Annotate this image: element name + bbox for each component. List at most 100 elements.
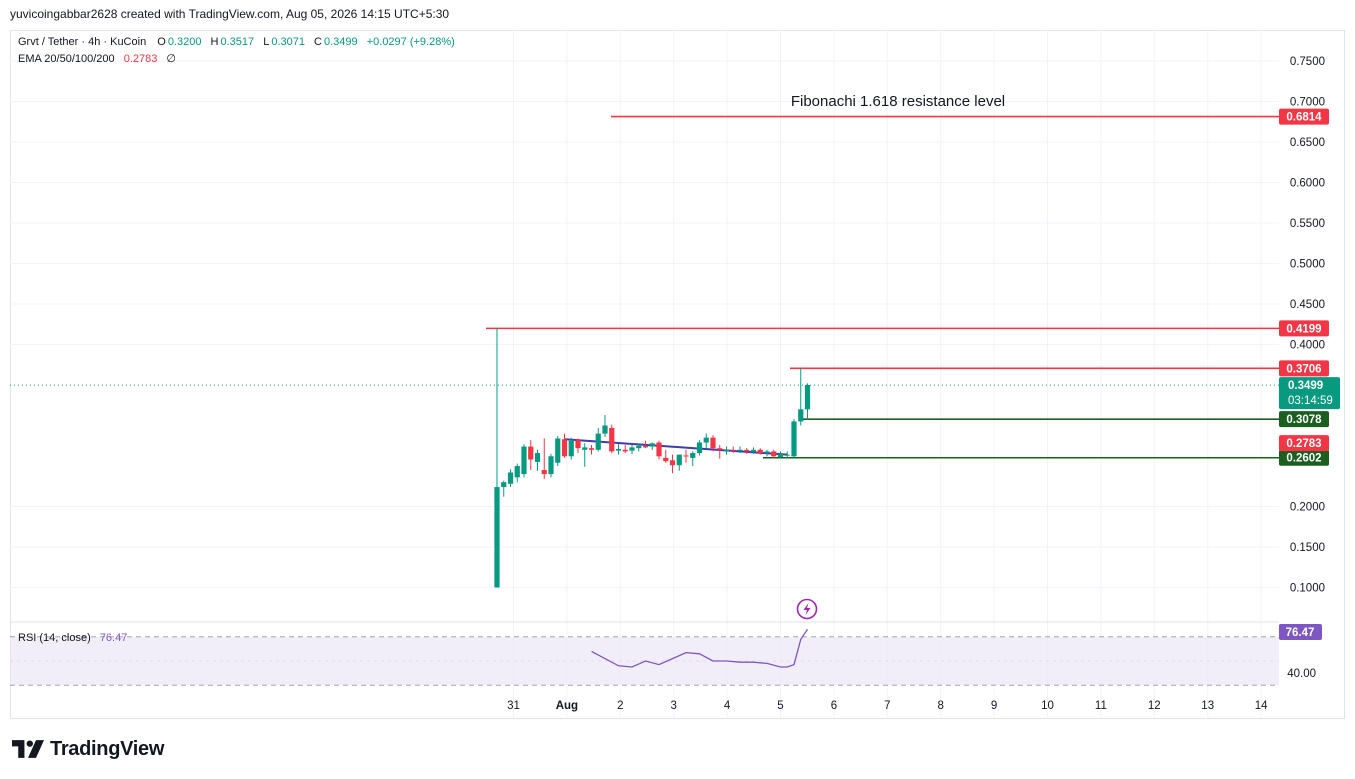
symbol-name[interactable]: Grvt / Tether · 4h · KuCoin	[18, 36, 147, 48]
close-label: C	[314, 36, 322, 48]
lightning-icon[interactable]	[796, 598, 818, 620]
candle-body	[771, 451, 777, 457]
price-tag-resistance-0.3706-bg	[1279, 360, 1329, 377]
price-tag-support-0.3078[interactable]: 0.3078	[1279, 411, 1329, 428]
price-tag-support-0.2602-bg	[1279, 449, 1329, 466]
candle-body	[636, 445, 642, 449]
price-tag-ema[interactable]: 0.2783	[1279, 435, 1329, 452]
candle	[521, 444, 527, 478]
price-tag-resistance-0.4199-text: 0.4199	[1286, 323, 1321, 335]
candle-body	[575, 440, 581, 449]
ema-extra: ∅	[166, 53, 177, 65]
time-tick-label: Aug	[556, 700, 578, 712]
candle-body	[683, 455, 689, 457]
time-tick-label: 7	[884, 700, 890, 712]
candle-body	[622, 449, 628, 452]
candle-body	[737, 449, 743, 451]
time-tick-label: 2	[617, 700, 623, 712]
price-tag-resistance-0.4199-bg	[1279, 320, 1329, 337]
candle	[696, 440, 703, 456]
price-tag-fib-1618-bg	[1279, 108, 1329, 125]
candle	[804, 383, 811, 420]
candle	[737, 446, 743, 454]
candle	[541, 438, 547, 479]
ema-legend[interactable]: EMA 20/50/100/200 0.2783 ∅	[18, 52, 178, 65]
candle-body	[615, 448, 622, 451]
candle	[602, 414, 608, 437]
candle	[690, 451, 696, 466]
time-tick-label: 9	[991, 700, 997, 712]
candle-body	[588, 448, 595, 450]
candle	[730, 446, 736, 454]
ema-label: EMA 20/50/100/200	[18, 53, 115, 65]
countdown-text: 03:14:59	[1288, 395, 1333, 407]
candle-body	[791, 421, 797, 457]
candle-body	[669, 460, 676, 466]
price-tag-fib-1618-text: 0.6814	[1286, 112, 1322, 124]
level-lines	[486, 115, 1279, 459]
low-label: L	[263, 36, 270, 48]
candle-body	[514, 466, 520, 478]
candle-body	[744, 449, 750, 452]
candle	[676, 454, 682, 471]
ema-value: 0.2783	[123, 53, 158, 65]
candle-body	[548, 456, 554, 475]
price-tag-last[interactable]: 0.3499 03:14:59	[1279, 377, 1340, 410]
price-tick-label: 0.1500	[1290, 542, 1325, 554]
rsi-line	[591, 628, 809, 668]
candle-body	[561, 439, 568, 457]
time-tick-label: 31	[507, 700, 520, 712]
candle	[703, 433, 709, 449]
tradingview-logo[interactable]: TradingView	[12, 737, 164, 761]
price-tick-label: 0.4500	[1290, 299, 1325, 311]
price-tag-support-0.2602[interactable]: 0.2602	[1279, 449, 1329, 466]
candle-body	[609, 427, 615, 452]
candle-body	[690, 453, 696, 458]
tradingview-logo-icon	[12, 740, 44, 758]
price-tag-resistance-0.4199[interactable]: 0.4199	[1279, 320, 1329, 337]
low-value: 0.3071	[271, 36, 305, 48]
candle-body	[534, 453, 541, 462]
candle-body	[507, 472, 514, 484]
candle	[798, 367, 804, 426]
rsi-tick-label: 40.00	[1287, 668, 1316, 680]
candle-body	[582, 447, 588, 450]
candle	[656, 440, 662, 460]
price-tag-ema-text: 0.2783	[1286, 438, 1321, 450]
candle-body	[501, 482, 507, 488]
candle	[771, 449, 777, 458]
candle	[744, 448, 750, 454]
candle-body	[602, 425, 608, 434]
candle-body	[494, 487, 500, 588]
candle-body	[710, 437, 716, 449]
candles	[494, 328, 811, 588]
rsi-value-tag[interactable]: 76.47	[1279, 624, 1322, 640]
candle-body	[663, 457, 669, 462]
candle	[683, 449, 689, 463]
candle-body	[629, 447, 635, 451]
price-tag-resistance-0.3706[interactable]: 0.3706	[1279, 360, 1329, 377]
candle	[669, 454, 676, 474]
candle	[757, 448, 763, 455]
candle	[791, 419, 797, 458]
candle-body	[696, 442, 703, 454]
candle	[514, 463, 520, 483]
price-axis: 0.7500 0.7000 0.6500 0.6000 0.5500 0.5000 0.45…	[1290, 56, 1325, 595]
candle	[784, 451, 790, 458]
time-tick-label: 4	[724, 700, 731, 712]
chart-frame[interactable]	[10, 30, 1345, 719]
candle-body	[804, 385, 811, 410]
price-tag-fib-1618[interactable]: 0.6814	[1279, 108, 1329, 125]
candle	[750, 447, 757, 454]
high-value: 0.3517	[220, 36, 255, 48]
candle-body	[703, 437, 709, 443]
price-tick-label: 0.5000	[1290, 259, 1325, 271]
candle	[609, 424, 615, 454]
candle	[507, 469, 514, 488]
price-tick-label: 0.7500	[1290, 56, 1325, 68]
rsi-legend[interactable]: RSI (14, close) 76.47	[18, 632, 129, 644]
candle-body	[649, 443, 655, 447]
price-tag-last-bg	[1279, 377, 1340, 410]
rsi-layer: 40.00	[591, 628, 1316, 680]
